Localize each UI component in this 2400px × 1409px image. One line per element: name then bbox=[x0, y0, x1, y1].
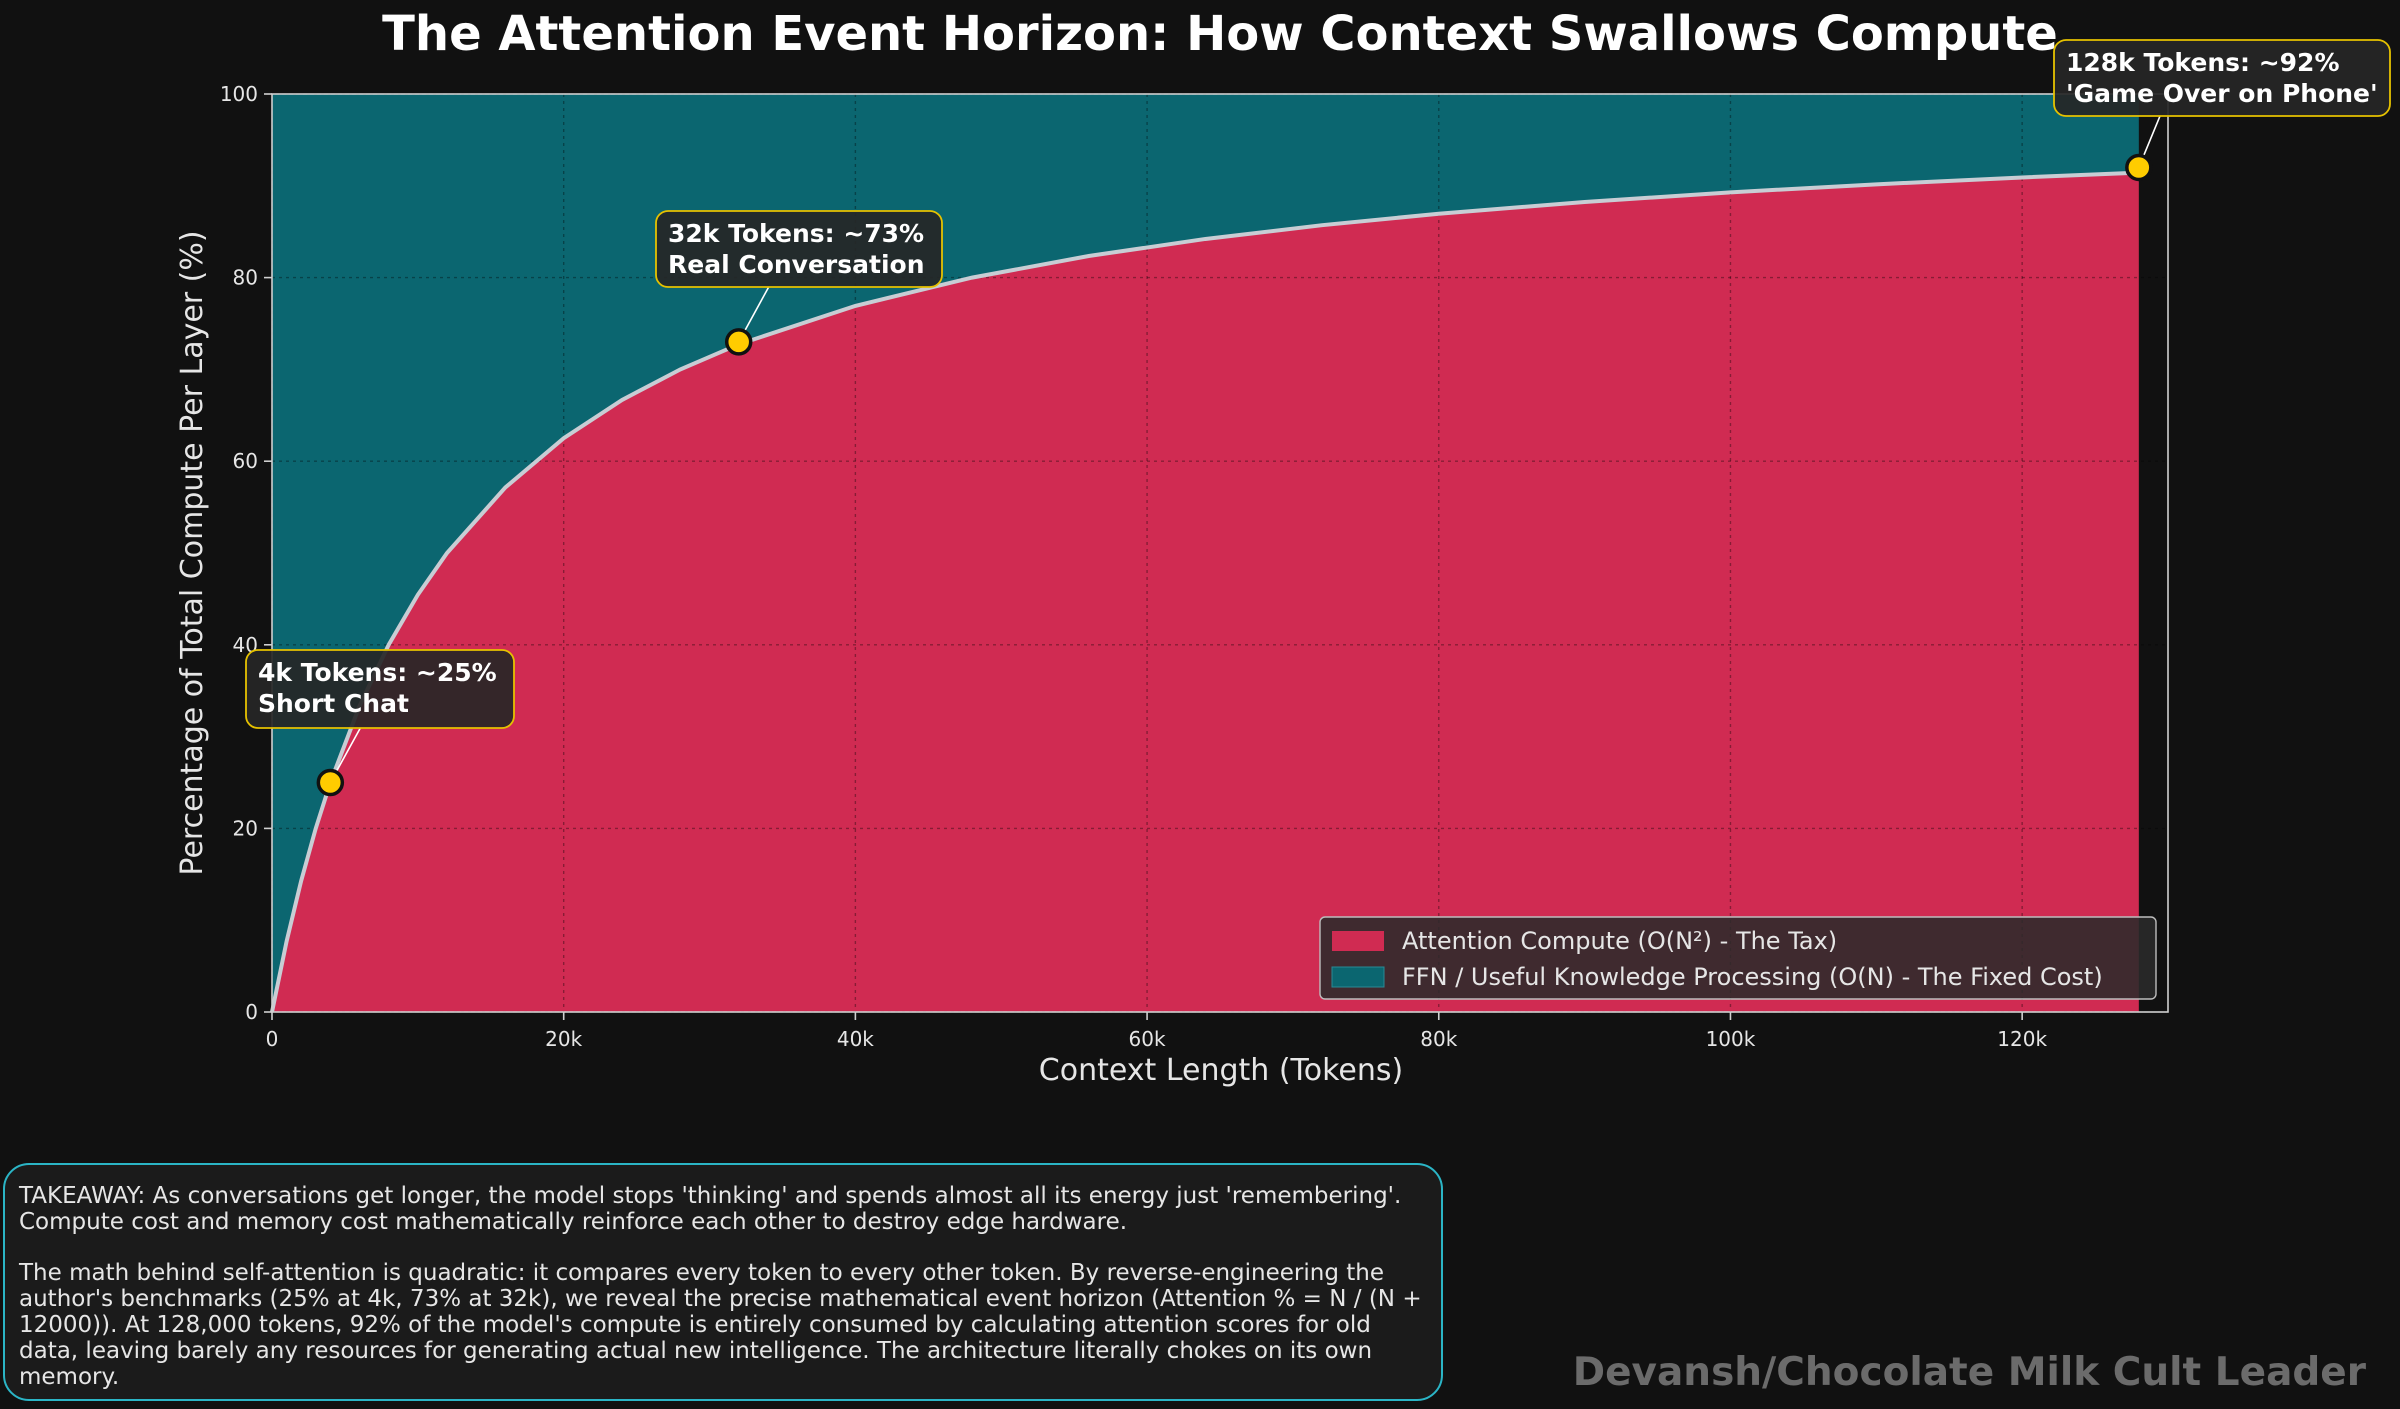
y-tick-label: 60 bbox=[233, 449, 258, 473]
x-tick-label: 120k bbox=[1997, 1027, 2047, 1051]
legend-swatch bbox=[1331, 966, 1385, 988]
author-watermark: Devansh/Chocolate Milk Cult Leader bbox=[1572, 1350, 2366, 1395]
legend-swatch bbox=[1332, 931, 1384, 951]
annotation-box bbox=[655, 210, 943, 288]
plot-frame bbox=[271, 93, 2169, 1013]
annotation-title: 128k Tokens: ~92% bbox=[2066, 48, 2340, 77]
takeaway-box: TAKEAWAY: As conversations get longer, t… bbox=[3, 1163, 1443, 1401]
x-tick-label: 60k bbox=[1129, 1027, 1166, 1051]
annotation-subtitle: Real Conversation bbox=[668, 250, 925, 279]
y-tick-label: 80 bbox=[233, 266, 258, 290]
annotation-title: 4k Tokens: ~25% bbox=[258, 658, 497, 687]
legend-label: Attention Compute (O(N²) - The Tax) bbox=[1402, 927, 1837, 955]
annotation-subtitle: 'Game Over on Phone' bbox=[2066, 79, 2378, 108]
legend-label: FFN / Useful Knowledge Processing (O(N) … bbox=[1402, 963, 2103, 991]
x-tick-label: 80k bbox=[1420, 1027, 1457, 1051]
chart-title: The Attention Event Horizon: How Context… bbox=[382, 6, 2058, 62]
annotation-marker bbox=[2125, 153, 2153, 182]
x-axis-label: Context Length (Tokens) bbox=[1039, 1053, 1403, 1088]
takeaway-summary: TAKEAWAY: As conversations get longer, t… bbox=[19, 1183, 1402, 1235]
x-tick-label: 40k bbox=[837, 1027, 874, 1051]
annotation-box bbox=[2053, 39, 2391, 117]
takeaway-explanation: The math behind self-attention is quadra… bbox=[19, 1260, 1422, 1390]
x-tick-label: 20k bbox=[545, 1027, 582, 1051]
y-tick-label: 20 bbox=[233, 816, 258, 840]
annotation-subtitle: Short Chat bbox=[258, 689, 409, 718]
attention-chart: The Attention Event Horizon: How Context… bbox=[175, 6, 2391, 1088]
annotation-marker bbox=[724, 328, 753, 356]
x-tick-label: 100k bbox=[1706, 1027, 1756, 1051]
x-tick-label: 0 bbox=[266, 1027, 279, 1051]
y-axis-label: Percentage of Total Compute Per Layer (%… bbox=[175, 230, 210, 875]
attention-area bbox=[272, 172, 2139, 1012]
y-tick-label: 0 bbox=[245, 1000, 258, 1024]
legend-box bbox=[1319, 916, 2157, 1000]
y-tick-label: 100 bbox=[220, 82, 258, 106]
annotation-marker bbox=[316, 768, 345, 797]
ffn-area bbox=[272, 94, 2139, 1012]
annotation-box bbox=[245, 649, 515, 729]
annotation-title: 32k Tokens: ~73% bbox=[668, 219, 924, 248]
